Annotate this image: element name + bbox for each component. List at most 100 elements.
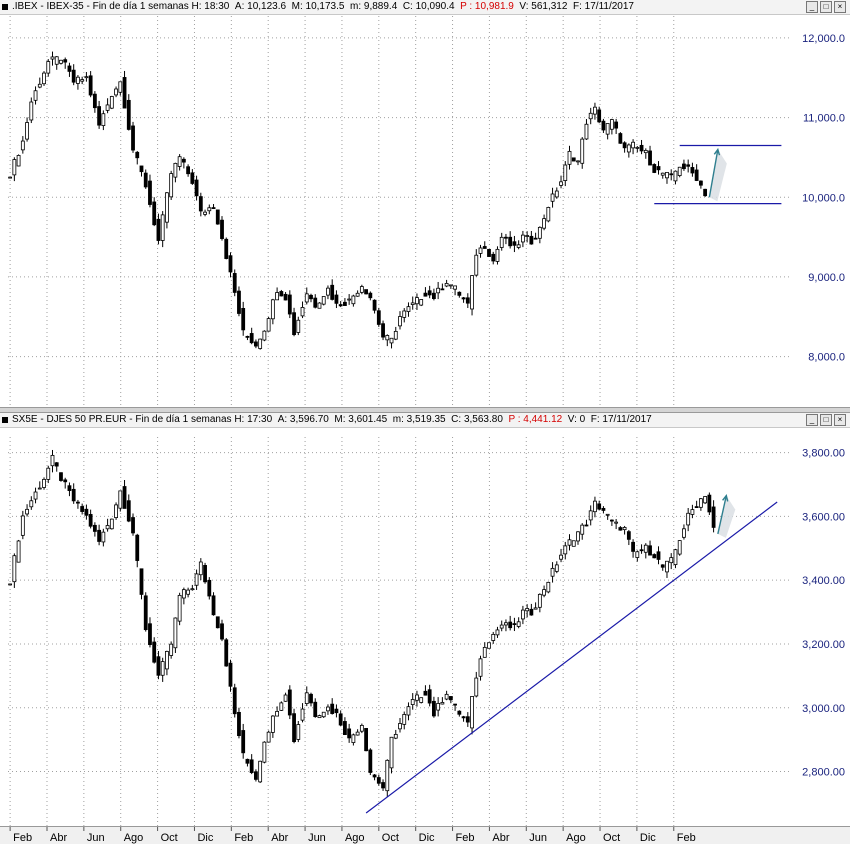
ibex-candle-body	[491, 253, 496, 262]
time-axis[interactable]: Feb Abr Jun Ago Oct Dic Feb Abr Jun Ago Oct Dic Feb A…	[0, 826, 850, 844]
ibex-candle-body	[461, 297, 466, 300]
ibex-chart-panel[interactable]: .IBEX - IBEX-35 - Fin de día 1 semanas H…	[0, 0, 850, 407]
ibex-candle-body	[372, 299, 377, 311]
sx5e-candle-body	[71, 488, 76, 502]
sx5e-trendline[interactable]	[365, 501, 778, 814]
sx5e-candle-body	[618, 527, 623, 531]
ibex-candle-body	[546, 207, 551, 222]
sx5e-candle-body	[673, 549, 678, 565]
ibex-candle-body	[338, 304, 343, 307]
sx5e-candle-body	[499, 624, 504, 629]
sx5e-candle-body	[152, 641, 157, 663]
sx5e-projection-arrow[interactable]	[717, 495, 727, 535]
ibex-candle-body	[656, 166, 661, 171]
panel-splitter[interactable]	[0, 407, 850, 413]
ibex-chart-header: .IBEX - IBEX-35 - Fin de día 1 semanas H…	[0, 0, 850, 15]
sx5e-candle-body	[495, 629, 500, 636]
ibex-projection-arrow[interactable]	[708, 149, 719, 198]
sx5e-candle-body	[643, 544, 648, 553]
ibex-candle-body	[622, 142, 627, 149]
sx5e-candle-body	[576, 531, 580, 542]
ibex-candle-body	[186, 166, 191, 175]
sx5e-candle-body	[131, 517, 135, 534]
sx5e-candle-body	[254, 771, 258, 780]
ibex-candle-body	[177, 156, 182, 167]
ibex-candle-body	[241, 308, 246, 331]
ibex-candle-body	[63, 59, 68, 63]
ibex-candle-body	[190, 172, 195, 184]
ibex-candlestick-plot[interactable]: 12,000.0 11,000.0 10,000.0 9,000.0 8,000.0	[0, 0, 850, 407]
sx5e-candle-body	[279, 702, 284, 711]
sx5e-candle-body	[160, 661, 165, 676]
sx5e-candle-body	[190, 588, 195, 591]
ibex-candle-body	[270, 299, 275, 320]
sx5e-candle-body	[313, 701, 318, 718]
sx5e-candle-body	[12, 555, 17, 583]
ibex-candle-body	[571, 157, 576, 162]
ibex-candle-body	[156, 218, 161, 241]
sx5e-candle-body	[614, 521, 619, 524]
ibex-candle-body	[266, 318, 271, 332]
ibex-candle-body	[347, 298, 352, 301]
ibex-candle-body	[237, 290, 241, 314]
sx5e-candle-body	[554, 564, 559, 572]
ibex-candle-body	[173, 162, 178, 178]
maximize-icon[interactable]: □	[820, 1, 832, 13]
minimize-icon[interactable]: _	[806, 1, 818, 13]
sx5e-candle-body	[343, 721, 347, 735]
sx5e-candle-body	[453, 703, 457, 706]
ibex-candle-body	[474, 254, 479, 276]
sx5e-candle-body	[338, 713, 343, 726]
ibex-candle-body	[194, 179, 199, 197]
ibex-candle-body	[211, 207, 216, 209]
sx5e-candle-body	[46, 467, 51, 480]
ibex-candle-body	[427, 290, 432, 296]
x-tick-label: Oct	[161, 832, 178, 844]
sx5e-candle-body	[677, 540, 682, 555]
sx5e-chart-panel[interactable]: SX5E - DJES 50 PR.EUR - Fin de día 1 sem…	[0, 413, 850, 826]
ibex-candle-body	[402, 310, 407, 318]
ibex-candle-body	[432, 292, 436, 300]
sx5e-candle-body	[287, 689, 292, 716]
ibex-gridlines	[8, 16, 792, 407]
ibex-candle-body	[673, 170, 678, 182]
ibex-candle-body	[254, 341, 258, 347]
sx5e-candle-body	[228, 662, 233, 687]
sx5e-candle-body	[241, 730, 246, 754]
ibex-candle-body	[88, 75, 93, 96]
sx5e-candle-body	[156, 656, 161, 676]
ibex-candle-body	[631, 141, 635, 149]
ibex-candle-body	[419, 299, 424, 306]
x-tick-label: Dic	[197, 832, 213, 844]
sx5e-candle-body	[63, 479, 68, 483]
ibex-candle-body	[292, 312, 296, 336]
sx5e-candle-body	[372, 774, 377, 778]
ibex-candle-body	[279, 291, 284, 297]
ibex-candle-body	[652, 164, 657, 173]
sx5e-candle-body	[385, 759, 390, 792]
sx5e-candle-body	[275, 711, 280, 717]
ibex-candle-body	[478, 247, 483, 254]
sx5e-candle-body	[135, 534, 140, 561]
sx5e-candle-body	[707, 494, 712, 513]
ibex-candle-body	[423, 292, 428, 297]
sx5e-candle-body	[660, 564, 665, 568]
close-icon[interactable]: ×	[834, 414, 846, 426]
sx5e-candle-body	[588, 510, 593, 521]
x-tick-label: Abr	[50, 832, 67, 844]
sx5e-candlestick-plot[interactable]: 3,800.00 3,600.00 3,400.00 3,200.00 3,000.00…	[0, 413, 850, 826]
sx5e-candle-body	[415, 694, 419, 701]
ibex-candle-body	[682, 163, 686, 170]
sx5e-candle-body	[635, 551, 640, 558]
ibex-candle-body	[698, 180, 703, 186]
sx5e-candle-body	[504, 622, 508, 626]
minimize-icon[interactable]: _	[806, 414, 818, 426]
ibex-candle-body	[529, 235, 534, 245]
sx5e-candle-body	[419, 697, 424, 703]
maximize-icon[interactable]: □	[820, 414, 832, 426]
close-icon[interactable]: ×	[834, 1, 846, 13]
ibex-candle-body	[84, 76, 89, 79]
x-tick-label: Feb	[13, 832, 32, 844]
sx5e-chart-header: SX5E - DJES 50 PR.EUR - Fin de día 1 sem…	[0, 413, 850, 428]
sx5e-candle-body	[37, 487, 42, 490]
